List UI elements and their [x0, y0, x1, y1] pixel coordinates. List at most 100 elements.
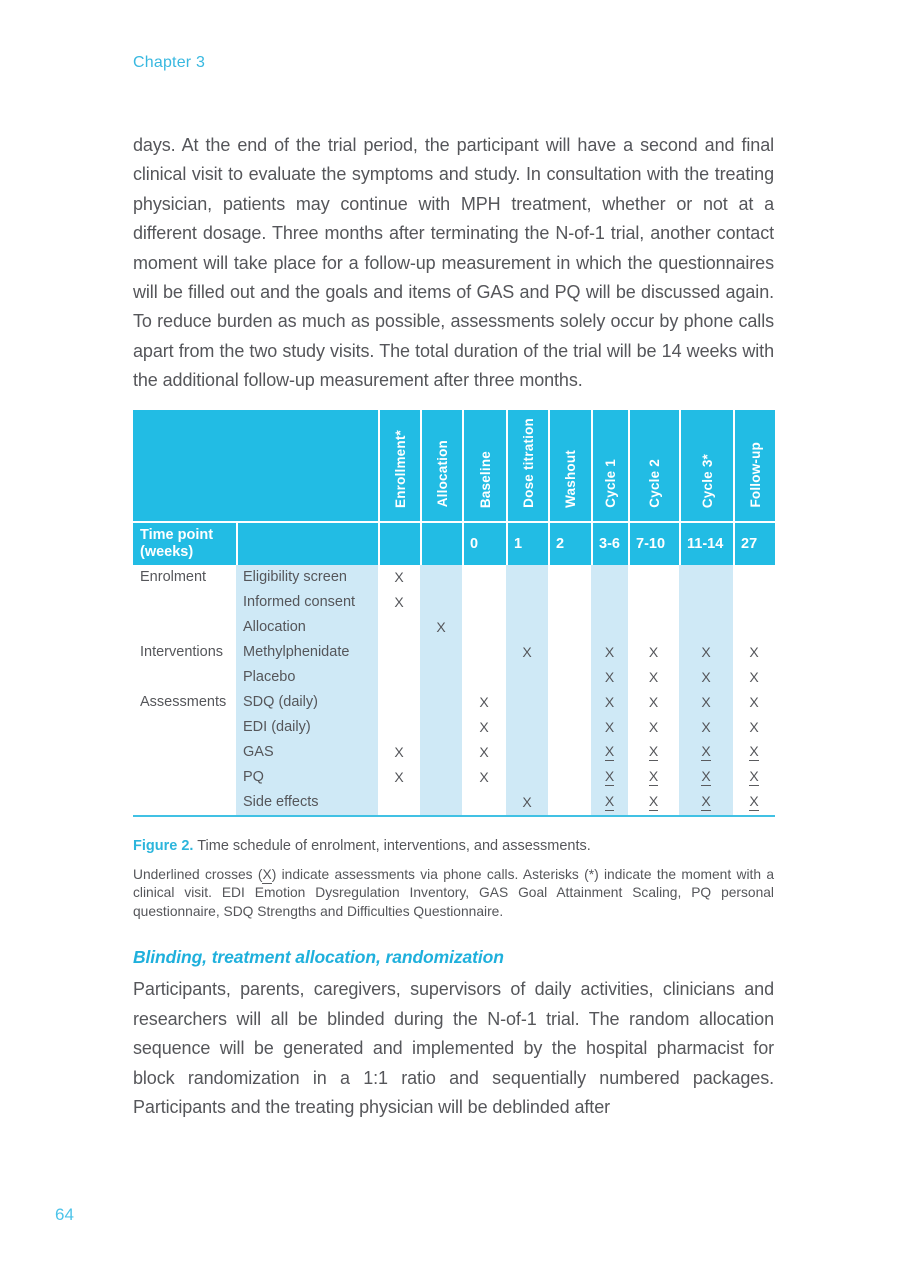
- mark-cell: [679, 564, 733, 590]
- mark-cell: X: [749, 719, 759, 736]
- week-cell: 11-14: [679, 520, 733, 565]
- week-cell: 2: [548, 520, 591, 565]
- mark-cell: [462, 565, 506, 590]
- group-cell: [133, 614, 236, 640]
- column-header: Cycle 1: [591, 409, 628, 521]
- underlined-x-mark: X: [648, 768, 659, 787]
- table-row: Informed consent X: [133, 589, 775, 615]
- mark-cell: [591, 564, 628, 590]
- group-cell: Enrolment: [133, 564, 236, 590]
- item-cell: EDI (daily): [236, 714, 378, 740]
- mark-cell: [733, 615, 775, 640]
- mark-cell: [548, 690, 591, 715]
- column-header-label: Cycle 2: [647, 458, 662, 508]
- mark-cell: [462, 615, 506, 640]
- figure-caption-text: Time schedule of enrolment, intervention…: [193, 837, 591, 854]
- mark-cell: [420, 714, 462, 740]
- week-cell: [378, 520, 420, 565]
- mark-cell: [548, 565, 591, 590]
- mark-cell: X: [394, 569, 404, 586]
- group-cell: [133, 664, 236, 690]
- mark-cell: X: [394, 594, 404, 611]
- week-cell: 27: [733, 520, 775, 565]
- column-header-label: Follow-up: [747, 442, 763, 508]
- mark-cell: [548, 640, 591, 665]
- mark-cell: [591, 614, 628, 640]
- mark-cell: X: [679, 764, 733, 790]
- item-cell: PQ: [236, 764, 378, 790]
- mark-cell: X: [506, 789, 548, 815]
- timepoint-label: Time point (weeks): [133, 520, 236, 565]
- mark-cell: X: [591, 739, 628, 765]
- column-header-label: Baseline: [477, 450, 493, 508]
- column-header: Follow-up: [733, 409, 775, 521]
- mark-cell: [420, 739, 462, 765]
- underlined-x-mark: X: [648, 743, 659, 762]
- table-row: Enrolment Eligibility screen X: [133, 564, 775, 590]
- mark-cell: [506, 739, 548, 765]
- mark-cell: X: [628, 790, 679, 815]
- table-row: Interventions Methylphenidate X X X X X: [133, 639, 775, 665]
- column-header-label: Washout: [563, 449, 578, 508]
- paragraph-blinding: Participants, parents, caregivers, super…: [133, 979, 774, 1118]
- mark-cell: X: [628, 740, 679, 765]
- underlined-x-mark: X: [749, 768, 759, 787]
- footnote-part1: Underlined crosses (: [133, 866, 263, 882]
- mark-cell: [462, 590, 506, 615]
- underlined-x-mark: X: [604, 743, 615, 762]
- mark-cell: X: [394, 769, 404, 786]
- schedule-table-body: Enrolment Eligibility screen X Informed con…: [133, 564, 775, 815]
- mark-cell: [462, 790, 506, 815]
- mark-cell: X: [648, 644, 659, 661]
- mark-cell: [378, 790, 420, 815]
- mark-cell: [506, 764, 548, 790]
- group-cell: [133, 739, 236, 765]
- underlined-x-mark: X: [701, 743, 711, 762]
- week-cell: 0: [462, 520, 506, 565]
- item-cell: Allocation: [236, 614, 378, 640]
- mark-cell: [462, 640, 506, 665]
- mark-cell: X: [648, 669, 659, 686]
- underlined-x-mark: X: [701, 768, 711, 787]
- mark-cell: [548, 740, 591, 765]
- group-cell: [133, 714, 236, 740]
- mark-cell: [506, 714, 548, 740]
- mark-cell: [628, 590, 679, 615]
- mark-cell: [420, 664, 462, 690]
- item-cell: SDQ (daily): [236, 689, 378, 715]
- mark-cell: [506, 564, 548, 590]
- page-number: 64: [55, 1205, 74, 1224]
- mark-cell: [628, 615, 679, 640]
- mark-cell: X: [733, 790, 775, 815]
- mark-cell: [420, 639, 462, 665]
- mark-cell: X: [420, 614, 462, 640]
- mark-cell: [378, 715, 420, 740]
- mark-cell: [378, 690, 420, 715]
- mark-cell: X: [733, 765, 775, 790]
- underlined-x-mark: X: [648, 793, 659, 812]
- week-cell: [420, 520, 462, 565]
- group-cell: Interventions: [133, 639, 236, 665]
- mark-cell: [506, 614, 548, 640]
- mark-cell: X: [506, 639, 548, 665]
- paragraph-trial-description: days. At the end of the trial period, th…: [133, 135, 774, 391]
- item-cell: Eligibility screen: [236, 564, 378, 590]
- column-header: Cycle 3*: [679, 409, 733, 521]
- page-content: Chapter 3 days. At the end of the trial …: [133, 0, 775, 1122]
- week-cell: 7-10: [628, 520, 679, 565]
- table-row: Allocation X: [133, 614, 775, 640]
- section-heading-blinding: Blinding, treatment allocation, randomiz…: [133, 947, 504, 968]
- underlined-x-mark: X: [604, 768, 615, 787]
- mark-cell: [420, 589, 462, 615]
- week-cell: 3-6: [591, 520, 628, 565]
- column-header-label: Cycle 1: [603, 458, 618, 508]
- group-cell: Assessments: [133, 689, 236, 715]
- item-cell: Methylphenidate: [236, 639, 378, 665]
- mark-cell: X: [591, 789, 628, 815]
- underlined-x-mark: X: [701, 793, 711, 812]
- mark-cell: [679, 589, 733, 615]
- table-row: GAS X X X X X X: [133, 739, 775, 765]
- figure2-schedule-table: Enrollment* Allocation Baseline Dose titrat…: [133, 409, 775, 817]
- mark-cell: X: [591, 714, 628, 740]
